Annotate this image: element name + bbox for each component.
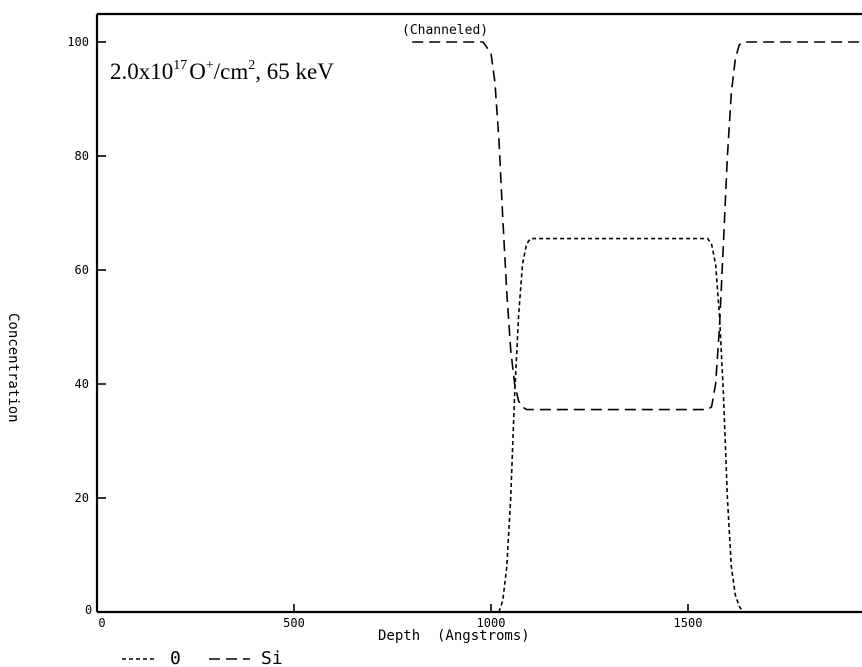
dose-annotation-base: 2.0x10 bbox=[110, 59, 173, 84]
y-tick-label: 20 bbox=[75, 491, 89, 505]
series-line-si bbox=[412, 41, 862, 411]
dose-annotation-unit-exponent: 2 bbox=[248, 58, 255, 73]
dose-annotation: 2.0x1017O+/cm2, 65 keV bbox=[110, 58, 334, 84]
channeled-note: (Channeled) bbox=[402, 23, 488, 38]
x-tick-label: 500 bbox=[283, 616, 305, 630]
dose-annotation-energy: , 65 keV bbox=[255, 59, 334, 84]
dose-annotation-unit: /cm bbox=[214, 59, 249, 84]
legend-label-o: 0 bbox=[170, 648, 181, 667]
y-tick-label: 80 bbox=[75, 149, 89, 163]
dose-annotation-exponent: 17 bbox=[173, 58, 187, 73]
y-tick-label-origin: 0 bbox=[85, 603, 92, 617]
dose-annotation-charge: + bbox=[206, 58, 214, 73]
y-axis-label: Concentration bbox=[5, 313, 21, 423]
legend: 0 Si bbox=[122, 648, 283, 667]
y-tick-label: 40 bbox=[75, 377, 89, 391]
dose-annotation-ion: O bbox=[189, 59, 206, 84]
x-tick-label: 1500 bbox=[674, 616, 703, 630]
x-tick-label: 0 bbox=[98, 616, 105, 630]
legend-label-si: Si bbox=[261, 648, 283, 667]
series-layer bbox=[412, 41, 862, 613]
x-axis-label: Depth (Angstroms) bbox=[378, 628, 530, 644]
y-tick-label: 100 bbox=[67, 35, 89, 49]
x-tick-label: 1000 bbox=[477, 616, 506, 630]
y-tick-label: 60 bbox=[75, 263, 89, 277]
series-line-o bbox=[498, 237, 744, 613]
